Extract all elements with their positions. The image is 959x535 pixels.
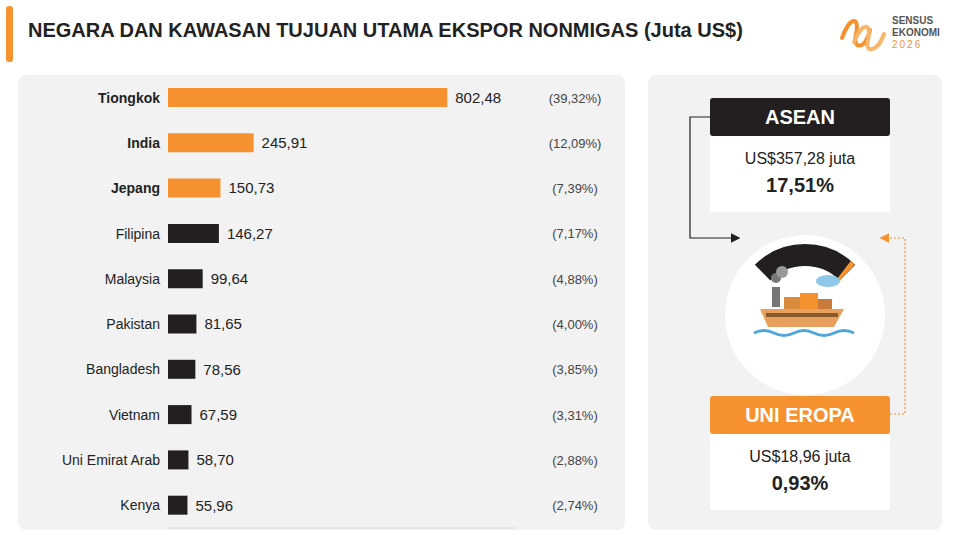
- svg-text:17,51%: 17,51%: [766, 174, 834, 196]
- svg-text:78,56: 78,56: [203, 361, 241, 378]
- svg-text:EKONOMI: EKONOMI: [892, 27, 940, 38]
- html-text:NEGARA DAN KAWASAN TUJUAN UTAM: NEGARA DAN KAWASAN TUJUAN UTAMA EKSPOR N…: [28, 19, 743, 41]
- svg-text:(7,17%): (7,17%): [552, 226, 598, 241]
- svg-text:Filipina: Filipina: [116, 226, 161, 242]
- svg-text:(7,39%): (7,39%): [552, 181, 598, 196]
- svg-text:Vietnam: Vietnam: [109, 407, 160, 423]
- svg-text:58,70: 58,70: [196, 451, 234, 468]
- svg-text:UNI EROPA: UNI EROPA: [745, 404, 855, 426]
- svg-text:67,59: 67,59: [200, 406, 238, 423]
- svg-text:SENSUS: SENSUS: [892, 15, 933, 26]
- svg-text:(2,74%): (2,74%): [552, 498, 598, 513]
- svg-text:81,65: 81,65: [204, 315, 242, 332]
- svg-text:ASEAN: ASEAN: [765, 106, 835, 128]
- svg-text:Bangladesh: Bangladesh: [86, 361, 160, 377]
- svg-text:Uni Emirat Arab: Uni Emirat Arab: [62, 452, 160, 468]
- svg-text:US$18,96 juta: US$18,96 juta: [749, 448, 851, 465]
- svg-text:150,73: 150,73: [228, 179, 274, 196]
- svg-text:(4,00%): (4,00%): [552, 317, 598, 332]
- svg-text:Tiongkok: Tiongkok: [98, 90, 160, 106]
- svg-text:245,91: 245,91: [262, 134, 308, 151]
- svg-text:(4,88%): (4,88%): [552, 272, 598, 287]
- svg-text:(3,31%): (3,31%): [552, 408, 598, 423]
- svg-text:US$357,28 juta: US$357,28 juta: [745, 150, 855, 167]
- svg-text:146,27: 146,27: [227, 225, 273, 242]
- svg-text:(39,32%): (39,32%): [549, 91, 602, 106]
- svg-text:India: India: [127, 135, 160, 151]
- svg-text:(2,88%): (2,88%): [552, 453, 598, 468]
- svg-text:(3,85%): (3,85%): [552, 362, 598, 377]
- svg-text:Jepang: Jepang: [111, 180, 160, 196]
- svg-text:Pakistan: Pakistan: [106, 316, 160, 332]
- svg-text:2026: 2026: [892, 39, 922, 50]
- svg-text:55,96: 55,96: [195, 497, 233, 514]
- svg-text:0,93%: 0,93%: [772, 472, 829, 494]
- svg-text:Kenya: Kenya: [120, 497, 160, 513]
- svg-text:(12,09%): (12,09%): [549, 136, 602, 151]
- svg-text:99,64: 99,64: [211, 270, 249, 287]
- svg-text:Malaysia: Malaysia: [105, 271, 160, 287]
- svg-text:802,48: 802,48: [455, 89, 501, 106]
